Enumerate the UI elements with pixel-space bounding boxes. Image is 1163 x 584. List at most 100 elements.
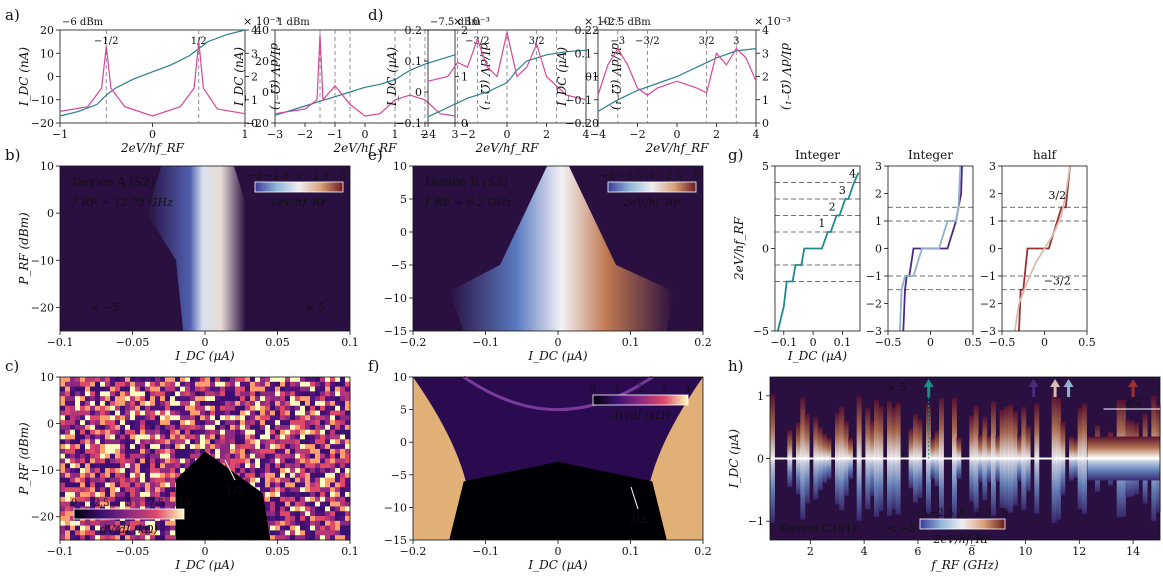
heatmap-cell [305, 520, 311, 527]
heatmap-cell [125, 377, 131, 383]
heatmap-cell [110, 525, 116, 531]
heatmap-cell [315, 381, 321, 388]
heatmap-cell [95, 458, 101, 464]
heatmap-cell [80, 477, 86, 483]
heatmap-cell [80, 429, 86, 436]
heatmap-cell [325, 458, 331, 464]
heatmap-cell [140, 496, 146, 503]
panel-letter: e) [368, 146, 383, 164]
heatmap-cell [155, 487, 161, 493]
heatmap-cell [315, 492, 321, 498]
heatmap-cell [335, 458, 341, 464]
heatmap-cell [150, 535, 156, 541]
heatmap-cell [90, 400, 96, 407]
heatmap-cell [105, 468, 111, 474]
heatmap-cell [60, 444, 66, 450]
heatmap-cell [280, 535, 286, 541]
heatmap-cell [330, 429, 336, 436]
colorbar-tick-label: 0 [959, 508, 965, 519]
heatmap-cell [315, 415, 321, 421]
heatmap-cell [255, 448, 261, 455]
heatmap-cell [220, 429, 226, 436]
heatmap-cell [275, 410, 281, 416]
heatmap-cell [115, 492, 121, 498]
colorbar-tick-label: 3 [661, 384, 667, 395]
heatmap-cell [140, 439, 146, 445]
heatmap-cell [125, 477, 131, 483]
heatmap-cell [320, 487, 326, 493]
heatmap-cell [190, 458, 196, 464]
heatmap-cell [165, 530, 171, 536]
y-axis-label: I_DC (nA) [17, 47, 31, 107]
heatmap-cell [290, 386, 296, 392]
heatmap-cell [220, 386, 226, 392]
y-tick-label: 10 [40, 160, 54, 173]
heatmap-cell [60, 496, 66, 503]
heatmap-cell [170, 391, 176, 397]
heatmap-cell [265, 391, 271, 397]
heatmap-cell [335, 453, 341, 459]
heatmap-cell [110, 477, 116, 483]
heatmap-cell [315, 496, 321, 503]
heatmap-cell [320, 424, 326, 431]
y-tick-label: 3 [989, 160, 996, 173]
heatmap-cell [135, 386, 141, 392]
heatmap-cell [340, 424, 346, 431]
heatmap-cell [105, 429, 111, 436]
heatmap-cell [290, 482, 296, 488]
heatmap-cell [215, 381, 221, 388]
heatmap-cell [185, 377, 191, 383]
heatmap-cell [115, 520, 121, 527]
heatmap-cell [185, 410, 191, 416]
heatmap-cell [90, 444, 96, 450]
heatmap-cell [155, 434, 161, 440]
heatmap-cell [165, 381, 171, 388]
heatmap-cell [130, 444, 136, 450]
heatmap-cell [100, 424, 106, 431]
heatmap-cell [70, 501, 76, 507]
heatmap-cell [270, 487, 276, 493]
heatmap-cell [290, 391, 296, 397]
x-tick-label: 2 [422, 128, 429, 141]
heatmap-cell [85, 444, 91, 450]
heatmap-cell [125, 386, 131, 392]
heatmap-cell [155, 482, 161, 488]
heatmap-cell [140, 468, 146, 474]
heatmap-cell [290, 420, 296, 426]
y-right-tick-label: 1 [592, 71, 599, 84]
heatmap-cell [140, 424, 146, 431]
heatmap-cell [275, 429, 281, 436]
heatmap-cell [160, 535, 166, 541]
y-tick-label: −20 [31, 511, 54, 524]
heatmap-cell [85, 429, 91, 436]
heatmap-cell [305, 458, 311, 464]
frequency-label: f_RF = 12.75 GHz [71, 196, 173, 209]
heatmap-cell [165, 391, 171, 397]
heatmap-cell [110, 492, 116, 498]
heatmap-cell [170, 405, 176, 412]
heatmap-cell [240, 429, 246, 436]
heatmap-cell [110, 463, 116, 469]
heatmap-cell [300, 391, 306, 397]
colorbar-tick-label: 10 [178, 498, 191, 509]
heatmap-cell [200, 377, 206, 383]
heatmap-cell [225, 405, 231, 412]
heatmap-cell [270, 458, 276, 464]
y-axis-label: I_DC (μA) [727, 429, 741, 490]
heatmap-cell [305, 530, 311, 536]
heatmap-cell [105, 520, 111, 527]
heatmap-cell [185, 439, 191, 445]
heatmap-cell [330, 501, 336, 507]
heatmap-cell [75, 482, 81, 488]
heatmap-cell [100, 492, 106, 498]
y-right-tick-label: 4 [251, 24, 258, 37]
x-tick-label: 1 [392, 128, 399, 141]
heatmap-cell [335, 429, 341, 436]
heatmap-cell [325, 420, 331, 426]
heatmap-cell [70, 391, 76, 397]
x-tick-label: 0.5 [964, 336, 982, 349]
heatmap-cell [260, 410, 266, 416]
heatmap-cell [155, 386, 161, 392]
heatmap-cell [145, 429, 151, 436]
heatmap-cell [300, 444, 306, 450]
